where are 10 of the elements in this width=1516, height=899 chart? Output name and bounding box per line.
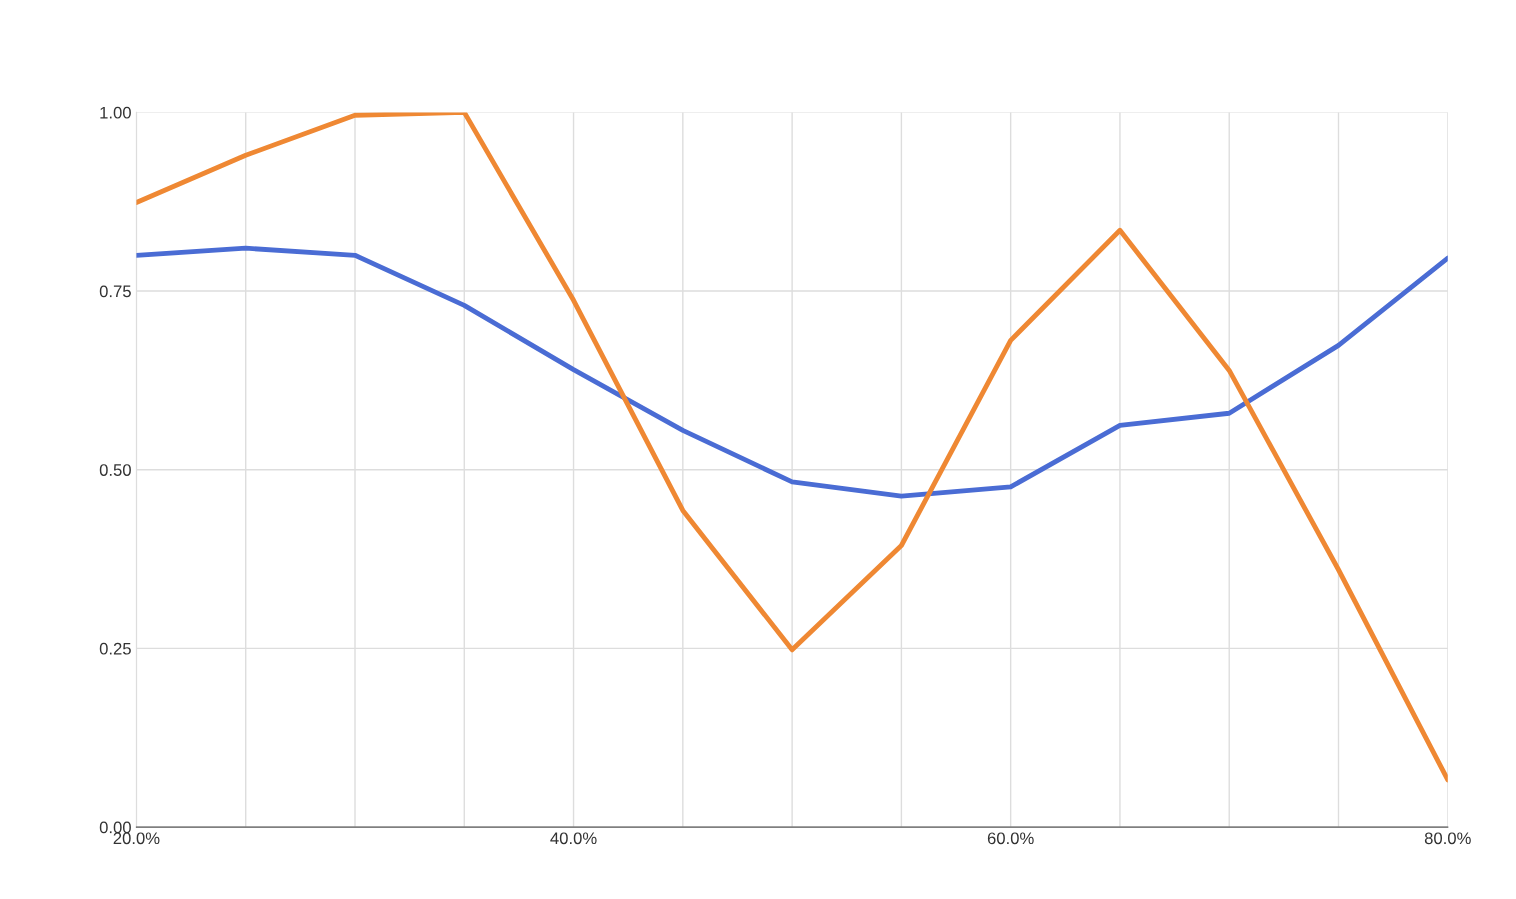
line-series <box>136 245 1448 499</box>
x-tick-label: 60.0% <box>987 832 1034 845</box>
y-tick-label: 0.25 <box>99 642 131 655</box>
x-tick-label: 20.0% <box>113 832 160 845</box>
y-tick-label: 1.00 <box>100 106 131 119</box>
x-tick-label: 40.0% <box>550 832 597 845</box>
y-tick-label: 0.75 <box>99 285 131 298</box>
y-tick-label: 0.00 <box>99 821 131 834</box>
x-tick-label: 80.0% <box>1424 832 1471 845</box>
y-tick-label: 0.50 <box>99 464 131 476</box>
